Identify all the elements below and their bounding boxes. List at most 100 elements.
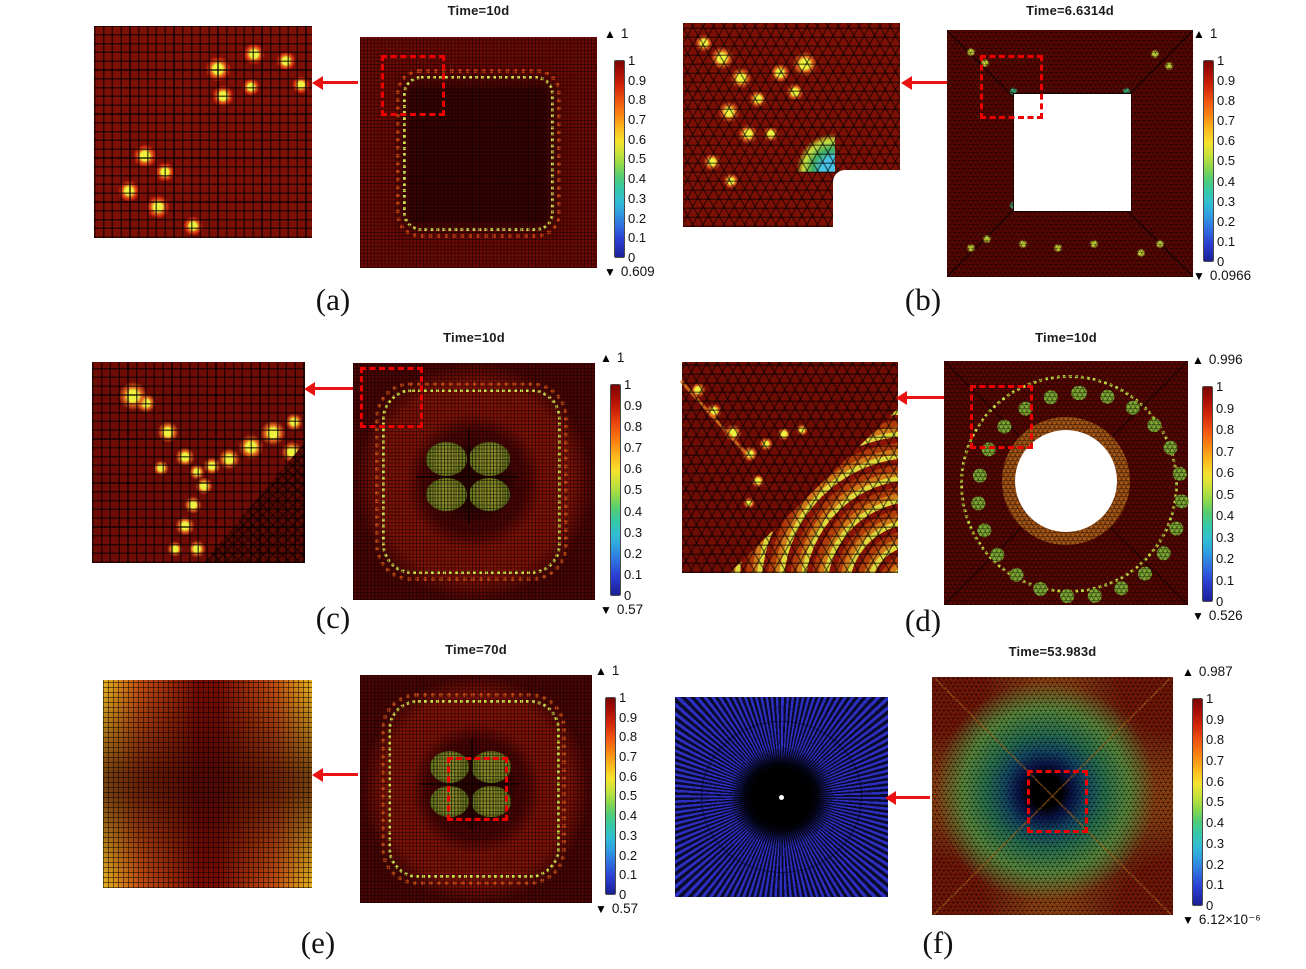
colorbar-ticks: 1 0.9 0.8 0.7 0.6 0.5 0.4 0.3 0.2 0.1 0 xyxy=(1216,380,1234,608)
zoom-region-box xyxy=(980,55,1043,119)
colorbar-tick-label: 0.5 xyxy=(628,151,647,167)
mesh-zoom-inset-f xyxy=(675,697,888,897)
simulation-plot-a xyxy=(360,37,597,268)
colorbar-tick-label: 0.6 xyxy=(1216,465,1235,480)
colorbar-tick-label: 0.8 xyxy=(628,92,647,108)
colorbar-max-value: 0.996 xyxy=(1208,352,1243,367)
colorbar-max: ▲ 0.987 xyxy=(1182,664,1233,680)
rotated-mesh-region xyxy=(202,442,305,563)
colorbar-max: ▲ 1 xyxy=(1193,26,1217,42)
colorbar-max-value: 1 xyxy=(620,26,629,41)
colorbar-tick-label: 0.8 xyxy=(624,419,643,435)
colorbar-tick-label: 1 xyxy=(624,377,632,392)
colorbar-tick-label: 1 xyxy=(1206,691,1214,706)
colorbar-tick-label: 0.4 xyxy=(619,808,638,824)
max-marker-icon: ▲ xyxy=(595,664,607,678)
colorbar-tick-label: 0.1 xyxy=(619,867,638,883)
colorbar-tick-label: 0.7 xyxy=(628,112,647,128)
simulation-plot-f xyxy=(932,677,1173,915)
colorbar-tick-label: 0.7 xyxy=(624,440,643,456)
simulation-plot-d xyxy=(944,361,1189,605)
colorbar-tick-label: 0.8 xyxy=(1216,422,1235,437)
colorbar-min: ▼ 0.526 xyxy=(1192,608,1243,624)
colorbar-e: ▲ 1 1 0.9 0.8 0.7 0.6 0.5 0.4 0.3 0.2 0.1 0 ▼ 0.57 xyxy=(595,663,681,917)
colorbar-tick-label: 0 xyxy=(619,886,627,902)
max-marker-icon: ▲ xyxy=(600,351,612,365)
zoom-arrow-icon xyxy=(901,75,947,90)
colorbar-ticks: 1 0.9 0.8 0.7 0.6 0.5 0.4 0.3 0.2 0.1 0 xyxy=(624,378,642,602)
center-lobe xyxy=(469,477,511,512)
min-marker-icon: ▼ xyxy=(595,902,607,916)
center-point xyxy=(779,794,784,800)
colorbar-min-value: 0.57 xyxy=(611,901,639,916)
colorbar-min-value: 0.57 xyxy=(616,602,644,617)
colorbar-tick-label: 0.1 xyxy=(1216,572,1235,588)
colorbar-f: ▲ 0.987 1 0.9 0.8 0.7 0.6 0.5 0.4 0.3 0.2 0.1 0 ▼ … xyxy=(1182,664,1268,928)
zoom-region-box xyxy=(360,367,423,428)
zoom-arrow-icon xyxy=(312,75,358,90)
colorbar-tick-label: 0.2 xyxy=(628,210,647,226)
colorbar-gradient xyxy=(1203,60,1214,262)
simulation-plot-e xyxy=(360,675,592,903)
colorbar-tick-label: 0.4 xyxy=(1206,815,1225,831)
colorbar-tick-label: 0.3 xyxy=(624,524,643,540)
colorbar-tick-label: 0.6 xyxy=(1217,133,1236,149)
colorbar-max: ▲ 1 xyxy=(604,26,628,42)
notch-cutout xyxy=(832,169,900,227)
colorbar-tick-label: 0.9 xyxy=(1206,711,1225,727)
colorbar-tick-label: 0.9 xyxy=(619,709,638,725)
colorbar-min-value: 6.12×10⁻⁶ xyxy=(1198,912,1261,927)
colorbar-tick-label: 0 xyxy=(624,587,632,603)
plot-title-c: Time=10d xyxy=(443,330,505,345)
mesh-zoom-inset-e xyxy=(103,680,312,888)
stress-concentration-fan xyxy=(795,132,835,172)
mesh-zoom-inset-c xyxy=(92,362,305,563)
colorbar-tick-label: 0 xyxy=(1206,897,1214,913)
colorbar-tick-label: 0.8 xyxy=(619,729,638,745)
colorbar-tick-label: 0.8 xyxy=(1217,93,1236,109)
colorbar-tick-label: 0.5 xyxy=(624,482,643,498)
colorbar-tick-label: 1 xyxy=(1217,53,1225,68)
panel-label-d: (d) xyxy=(904,603,942,638)
min-marker-icon: ▼ xyxy=(600,603,612,617)
plot-title-a: Time=10d xyxy=(447,3,510,18)
plot-title-f: Time=53.983d xyxy=(1008,644,1097,659)
colorbar-min-value: 0.609 xyxy=(620,264,655,279)
min-marker-icon: ▼ xyxy=(1193,269,1205,283)
colorbar-tick-label: 0.6 xyxy=(1206,773,1225,789)
colorbar-tick-label: 0.5 xyxy=(1217,153,1236,169)
mesh-zoom-inset-b xyxy=(683,23,900,227)
colorbar-tick-label: 0.6 xyxy=(628,131,647,147)
plot-title-d: Time=10d xyxy=(1035,330,1097,345)
colorbar-tick-label: 0.3 xyxy=(1216,529,1235,545)
panel-label-f: (f) xyxy=(922,925,954,960)
colorbar-tick-label: 1 xyxy=(628,53,636,68)
mesh-zoom-inset-d xyxy=(679,362,898,573)
colorbar-min-value: 0.0966 xyxy=(1209,268,1252,283)
panel-label-e: (e) xyxy=(300,925,336,960)
colorbar-tick-label: 0.3 xyxy=(1206,835,1225,851)
zoom-region-box xyxy=(970,385,1033,449)
colorbar-tick-label: 0.1 xyxy=(624,566,643,582)
colorbar-tick-label: 0.9 xyxy=(1217,73,1236,89)
colorbar-tick-label: 0.7 xyxy=(1216,443,1235,459)
colorbar-tick-label: 1 xyxy=(619,690,627,705)
colorbar-min: ▼ 0.609 xyxy=(604,264,655,280)
colorbar-max-value: 1 xyxy=(611,663,620,678)
colorbar-tick-label: 0.2 xyxy=(1217,213,1236,229)
colorbar-min: ▼ 6.12×10⁻⁶ xyxy=(1182,912,1261,928)
plot-title-b: Time=6.6314d xyxy=(1026,3,1114,18)
colorbar-tick-label: 0.7 xyxy=(1217,113,1236,129)
colorbar-tick-label: 0.3 xyxy=(619,827,638,843)
min-marker-icon: ▼ xyxy=(1192,609,1204,623)
colorbar-tick-label: 0.1 xyxy=(1206,877,1225,893)
colorbar-d: ▲ 0.996 1 0.9 0.8 0.7 0.6 0.5 0.4 0.3 0.2 0.1 0 ▼ … xyxy=(1192,352,1278,624)
banded-damage-region xyxy=(729,408,898,573)
center-lobe xyxy=(469,442,511,476)
colorbar-tick-label: 1 xyxy=(1216,379,1224,394)
max-marker-icon: ▲ xyxy=(1182,665,1194,679)
colorbar-tick-label: 0.4 xyxy=(1217,173,1236,189)
